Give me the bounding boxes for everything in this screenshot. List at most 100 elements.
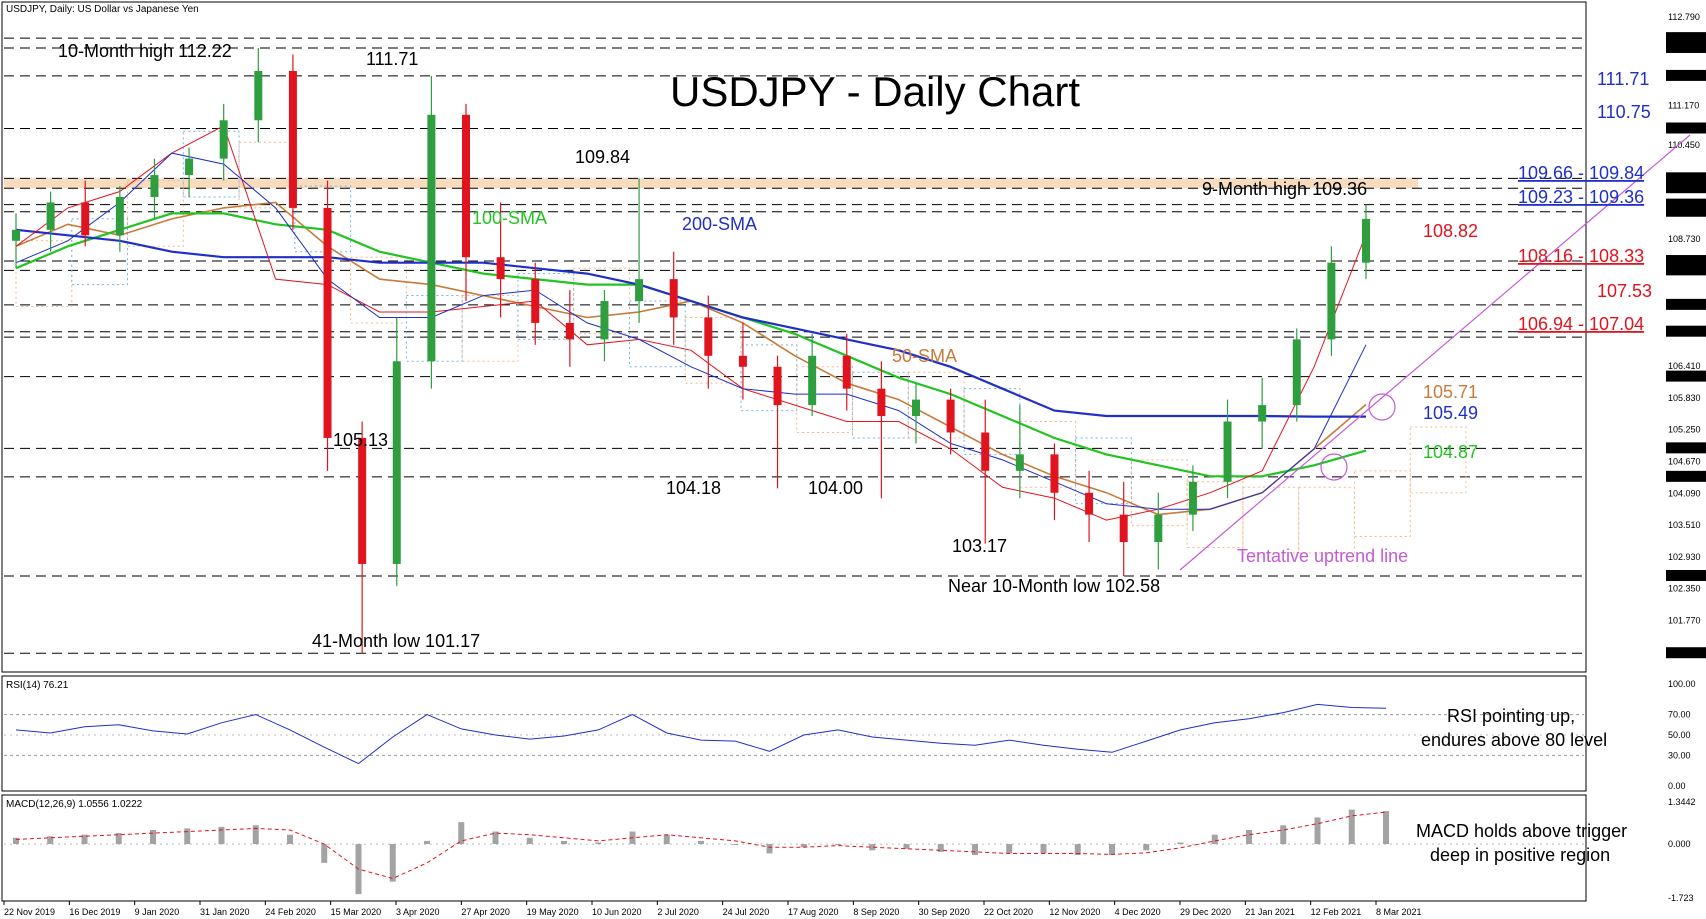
resistance-zone (4, 178, 1418, 189)
price-tick-box-12 (1666, 255, 1706, 267)
price-tick-box-17 (1666, 370, 1706, 382)
cloud-segment-11 (628, 300, 686, 368)
right-label-111-71: 111.71 (1597, 69, 1649, 89)
rsi-panel-frame (1, 675, 1587, 792)
macd-tick-label-2: -1.723 (1668, 893, 1694, 903)
series-tenkan (15, 125, 1367, 521)
macd-bar-14 (492, 831, 499, 845)
cloud-segment-1 (71, 218, 129, 286)
candle-body-19 (669, 279, 678, 318)
price-tick-label-11: 108.730 (1668, 234, 1701, 244)
candle-body-11 (392, 361, 401, 564)
candle-body-14 (496, 257, 505, 280)
candle-body-39 (1362, 218, 1370, 263)
candle-body-32 (1119, 514, 1128, 543)
price-tick-label-24: 103.510 (1668, 520, 1701, 530)
price-panel-frame (1, 1, 1587, 673)
x-tick-label-0: 22 Nov 2019 (4, 907, 55, 917)
x-tick-label-4: 24 Feb 2020 (265, 907, 316, 917)
x-tick-label-2: 9 Jan 2020 (135, 907, 180, 917)
macd-bar-38 (1314, 817, 1321, 845)
right-label-108-82: 108.82 (1423, 221, 1478, 241)
right-label-109-66: 109.66 - 109.84 (1518, 163, 1644, 183)
price-tick-box-5 (1666, 122, 1706, 134)
candle-body-1 (46, 202, 55, 230)
cloud-segment-4 (238, 141, 296, 209)
price-tick-label-7: 109.840 (1668, 173, 1701, 183)
macd-bar-4 (150, 829, 156, 845)
x-tick-label-19: 21 Jan 2021 (1245, 907, 1295, 917)
macd-bar-30 (1040, 844, 1047, 854)
price-tick-box-14 (1666, 298, 1706, 310)
x-tick-label-15: 22 Oct 2020 (984, 907, 1033, 917)
macd-note-line2: deep in positive region (1430, 845, 1610, 865)
macd-bar-39 (1348, 809, 1355, 845)
right-label-104-87: 104.87 (1423, 442, 1478, 462)
annotation-ten-month-high: 10-Month high 112.22 (58, 41, 232, 61)
price-tick-label-29: 101.170 (1668, 648, 1701, 658)
annotation-41-month-low: 41-Month low 101.17 (312, 631, 480, 651)
macd-bar-7 (252, 825, 259, 845)
x-tick-label-14: 30 Sep 2020 (919, 907, 970, 917)
price-tick-label-19: 105.250 (1668, 425, 1701, 435)
macd-bar-6 (218, 826, 225, 845)
right-label-105-71: 105.71 (1423, 382, 1478, 402)
symbol-info: USDJPY, Daily: US Dollar vs Japanese Yen (6, 4, 199, 15)
price-tick-label-28: 101.770 (1668, 615, 1701, 625)
cloud-segment-10 (573, 267, 630, 335)
x-tick-label-11: 24 Jul 2020 (723, 907, 770, 917)
price-tick-label-8: 109.660 (1668, 183, 1701, 193)
cloud-segment-14 (796, 366, 854, 433)
candle-body-18 (635, 279, 644, 302)
candle-body-21 (738, 355, 747, 367)
macd-bar-26 (903, 844, 910, 849)
price-tick-box-15 (1666, 325, 1706, 337)
candle-body-20 (704, 317, 713, 356)
price-tick-box-10 (1666, 205, 1706, 217)
candle-body-9 (323, 207, 332, 438)
cloud-segment-7 (405, 295, 463, 362)
candle-body-29 (1015, 454, 1024, 471)
price-tick-box-7 (1666, 172, 1706, 184)
candle-body-38 (1327, 262, 1336, 340)
price-tick-box-2 (1666, 41, 1706, 53)
cloud-segment-12 (684, 316, 742, 384)
macd-bar-19 (663, 834, 670, 845)
crossover-circle-lower (1320, 453, 1348, 481)
macd-bar-33 (1143, 844, 1150, 851)
candle-body-26 (912, 399, 920, 417)
candle-body-10 (358, 437, 367, 564)
annotation-near-low: Near 10-Month low 102.58 (948, 576, 1160, 596)
x-tick-label-3: 31 Jan 2020 (200, 907, 250, 917)
price-tick-label-21: 104.670 (1668, 457, 1701, 467)
x-tick-label-21: 8 Mar 2021 (1376, 907, 1422, 917)
price-tick-label-17: 106.220 (1668, 372, 1701, 382)
cloud-segment-17 (963, 388, 1021, 455)
candle-body-17 (600, 301, 609, 340)
price-tick-label-16: 106.410 (1668, 361, 1701, 371)
chart-title: USDJPY - Daily Chart (670, 68, 1080, 115)
price-tick-box-8 (1666, 182, 1706, 194)
price-tick-label-9: 109.360 (1668, 200, 1701, 210)
right-label-107-53: 107.53 (1597, 281, 1652, 301)
macd-bar-32 (1109, 844, 1115, 856)
candle-body-4 (150, 175, 159, 197)
price-tick-box-29 (1666, 647, 1706, 659)
candle-body-8 (288, 70, 297, 208)
cloud-segment-19 (1075, 437, 1132, 505)
cloud-segment-22 (1242, 486, 1300, 554)
macd-bar-29 (1006, 844, 1013, 854)
macd-bar-17 (595, 842, 602, 845)
price-tick-label-0: 112.790 (1668, 12, 1700, 22)
price-tick-label-10: 109.230 (1668, 207, 1701, 217)
price-tick-box-20 (1666, 442, 1706, 454)
label-sma50: 50-SMA (892, 346, 957, 366)
macd-bar-24 (835, 844, 841, 846)
annotation-104-00: 104.00 (808, 478, 863, 498)
macd-bar-5 (184, 828, 191, 845)
macd-bar-25 (869, 844, 876, 851)
macd-bar-31 (1074, 844, 1081, 856)
price-tick-label-14: 107.530 (1668, 300, 1701, 310)
